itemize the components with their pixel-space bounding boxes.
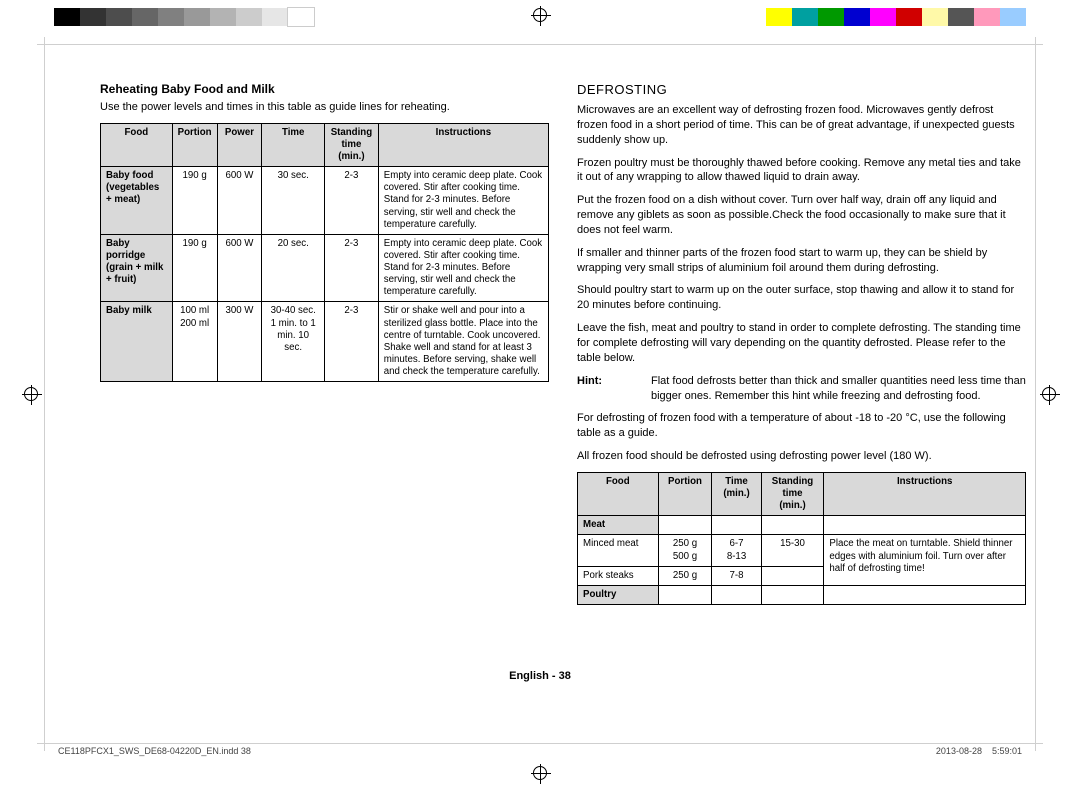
table-header: Portion (658, 472, 712, 515)
right-column: DEFROSTING Microwaves are an excellent w… (577, 82, 1026, 704)
table-header: Standingtime(min.) (761, 472, 824, 515)
hint-row: Hint: Flat food defrosts better than thi… (577, 374, 1026, 404)
table-header: Standingtime(min.) (325, 123, 379, 166)
table-section-row: Meat (578, 516, 1026, 535)
table-row: Baby milk100 ml200 ml300 W30-40 sec.1 mi… (101, 302, 549, 382)
table-section-row: Poultry (578, 585, 1026, 604)
babyfood-intro: Use the power levels and times in this t… (100, 100, 549, 115)
imprint-date: 2013-08-28 5:59:01 (936, 746, 1022, 756)
babyfood-table: FoodPortionPowerTimeStandingtime(min.)In… (100, 123, 549, 382)
prepress-colorbar-left (54, 8, 314, 26)
table-header: Instructions (824, 472, 1026, 515)
body-text: If smaller and thinner parts of the froz… (577, 246, 1026, 276)
hint-label: Hint: (577, 374, 623, 404)
table-row: Baby food (vegetables + meat)190 g600 W3… (101, 167, 549, 235)
registration-mark-icon (533, 766, 547, 780)
left-column: Reheating Baby Food and Milk Use the pow… (100, 82, 549, 704)
table-header: Time(min.) (712, 472, 761, 515)
table-header: Time (262, 123, 325, 166)
registration-mark-icon (533, 8, 547, 22)
table-row: Baby porridge (grain + milk + fruit)190 … (101, 234, 549, 302)
defrosting-title: DEFROSTING (577, 82, 1026, 97)
body-text: All frozen food should be defrosted usin… (577, 449, 1026, 464)
table-header: Instructions (378, 123, 548, 166)
body-text: Put the frozen food on a dish without co… (577, 193, 1026, 238)
imprint-bar: CE118PFCX1_SWS_DE68-04220D_EN.indd 38 20… (58, 746, 1022, 756)
body-text: Microwaves are an excellent way of defro… (577, 103, 1026, 148)
table-header: Portion (172, 123, 217, 166)
babyfood-heading: Reheating Baby Food and Milk (100, 82, 549, 96)
registration-mark-icon (1042, 387, 1056, 401)
table-header: Power (217, 123, 262, 166)
table-header: Food (101, 123, 173, 166)
imprint-file: CE118PFCX1_SWS_DE68-04220D_EN.indd 38 (58, 746, 251, 756)
defrost-table: FoodPortionTime(min.)Standingtime(min.)I… (577, 472, 1026, 605)
body-text: Should poultry start to warm up on the o… (577, 283, 1026, 313)
table-header: Food (578, 472, 659, 515)
prepress-colorbar-right (766, 8, 1026, 26)
page-content: Reheating Baby Food and Milk Use the pow… (100, 82, 1026, 704)
page-number: English - 38 (0, 670, 1080, 682)
body-text: Leave the fish, meat and poultry to stan… (577, 321, 1026, 366)
table-row: Minced meat250 g500 g6-78-1315-30Place t… (578, 535, 1026, 566)
body-text: Frozen poultry must be thoroughly thawed… (577, 156, 1026, 186)
registration-mark-icon (24, 387, 38, 401)
body-text: For defrosting of frozen food with a tem… (577, 411, 1026, 441)
hint-text: Flat food defrosts better than thick and… (651, 374, 1026, 404)
